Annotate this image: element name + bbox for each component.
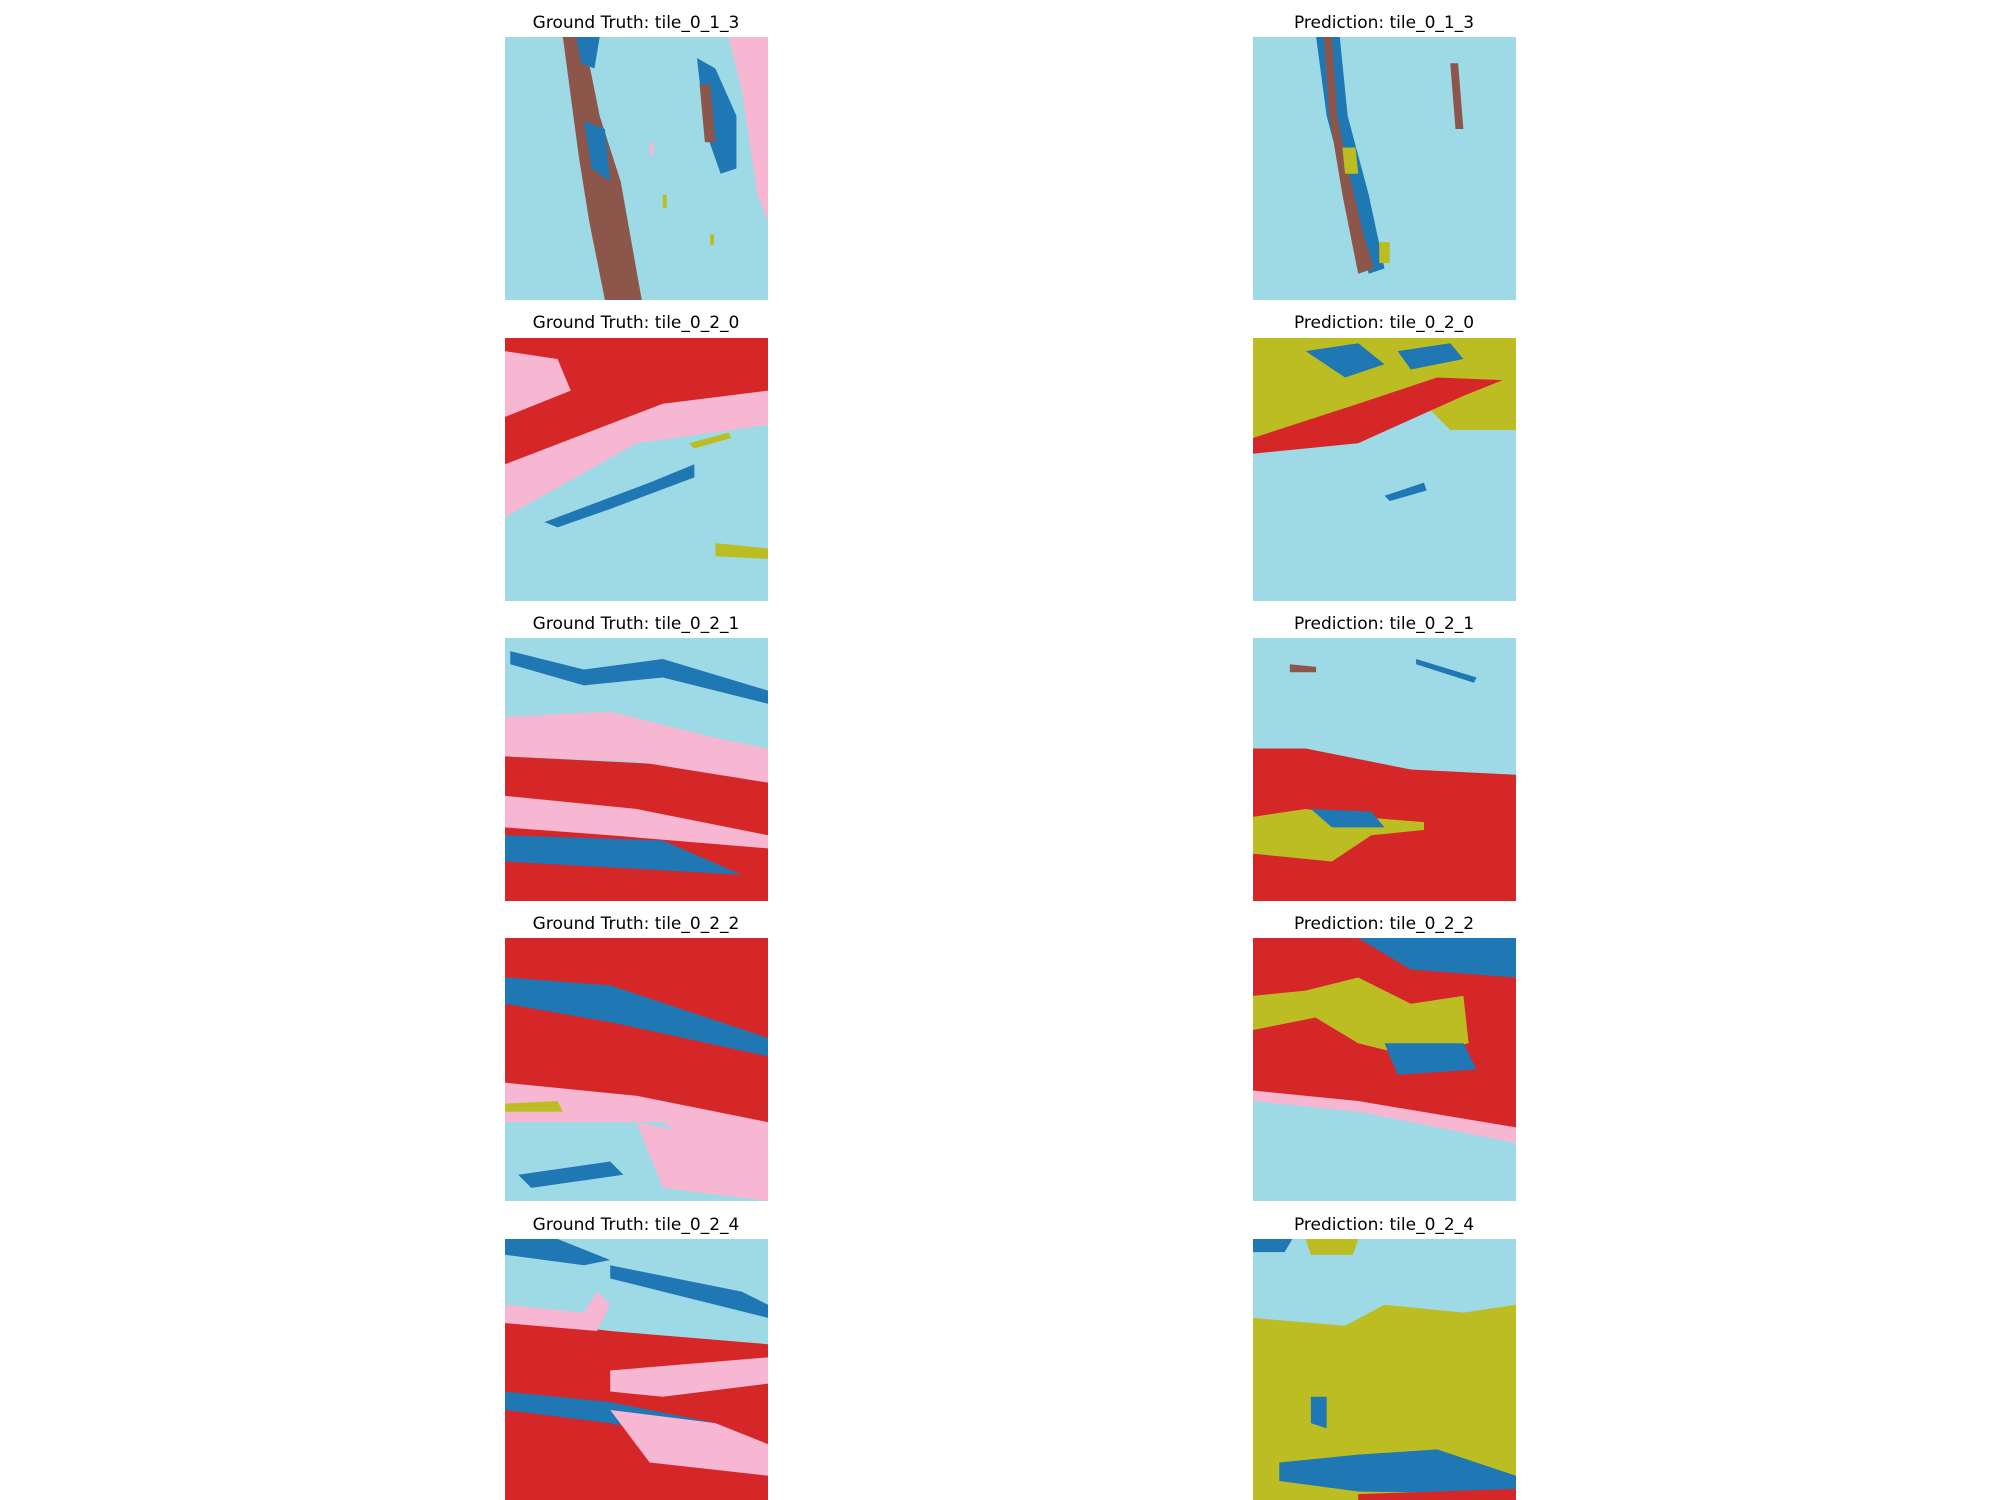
ground-truth-tile <box>505 938 768 1201</box>
ground-truth-tile <box>505 638 768 901</box>
panel-title: Prediction: tile_0_2_0 <box>1294 313 1474 333</box>
panel-title: Prediction: tile_0_2_1 <box>1294 614 1474 634</box>
panel-title: Prediction: tile_0_2_4 <box>1294 1215 1474 1235</box>
prediction-tile <box>1253 938 1516 1201</box>
panel-title: Prediction: tile_0_2_2 <box>1294 914 1474 934</box>
ground-truth-tile <box>505 1239 768 1500</box>
panel-title: Ground Truth: tile_0_2_2 <box>533 914 740 934</box>
panel-title: Ground Truth: tile_0_2_4 <box>533 1215 740 1235</box>
prediction-tile <box>1253 1239 1516 1500</box>
panel-title: Ground Truth: tile_0_1_3 <box>533 13 740 33</box>
ground-truth-tile <box>505 338 768 601</box>
panel-title: Ground Truth: tile_0_2_0 <box>533 313 740 333</box>
prediction-tile <box>1253 638 1516 901</box>
prediction-tile <box>1253 37 1516 300</box>
prediction-tile <box>1253 338 1516 601</box>
ground-truth-tile <box>505 37 768 300</box>
panel-title: Prediction: tile_0_1_3 <box>1294 13 1474 33</box>
panel-title: Ground Truth: tile_0_2_1 <box>533 614 740 634</box>
